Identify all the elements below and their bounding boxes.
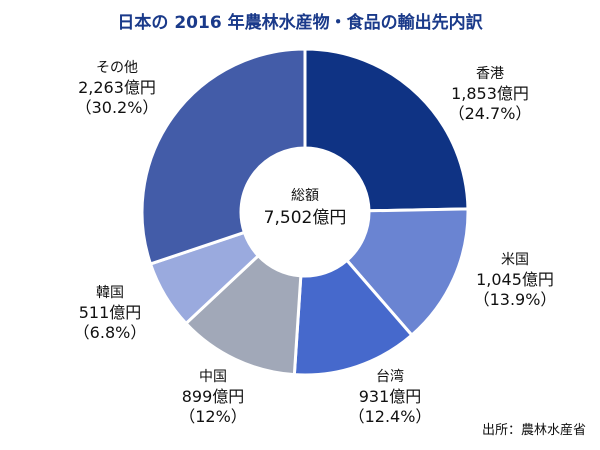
label-usa: 米国 1,045億円 （13.9%）	[460, 250, 570, 310]
center-value: 7,502億円	[263, 208, 347, 228]
slice-percent: （12%）	[179, 407, 247, 426]
slice-value: 511億円	[78, 303, 142, 322]
label-china: 中国 899億円 （12%）	[158, 367, 268, 427]
slice-value: 899億円	[181, 387, 245, 406]
slice-name: その他	[96, 60, 138, 76]
label-hongkong: 香港 1,853億円 （24.7%）	[435, 64, 545, 124]
slice-value: 1,853億円	[451, 84, 529, 103]
slice-percent: （30.2%）	[75, 98, 159, 117]
source-note: 出所：農林水産省	[481, 423, 586, 438]
slice-percent: （12.4%）	[348, 407, 432, 426]
label-others: その他 2,263億円 （30.2%）	[62, 58, 172, 118]
slice-1	[344, 207, 470, 338]
center-label: 総額	[291, 188, 319, 204]
slice-name: 台湾	[376, 369, 404, 385]
slice-percent: （6.8%）	[73, 323, 147, 342]
center-total: 総額 7,502億円	[245, 186, 365, 230]
slice-name: 米国	[501, 252, 529, 268]
slice-name: 韓国	[96, 285, 124, 301]
slice-0	[303, 47, 470, 213]
slice-name: 中国	[199, 369, 227, 385]
label-taiwan: 台湾 931億円 （12.4%）	[335, 367, 445, 427]
slice-value: 2,263億円	[78, 78, 156, 97]
slice-5	[140, 47, 307, 266]
slice-name: 香港	[476, 66, 504, 82]
slice-percent: （24.7%）	[448, 104, 532, 123]
chart-title: 日本の 2016 年農林水産物・食品の輸出先内訳	[117, 13, 483, 33]
slice-value: 931億円	[358, 387, 422, 406]
label-korea: 韓国 511億円 （6.8%）	[55, 283, 165, 343]
slice-value: 1,045億円	[476, 270, 554, 289]
slice-percent: （13.9%）	[473, 290, 557, 309]
